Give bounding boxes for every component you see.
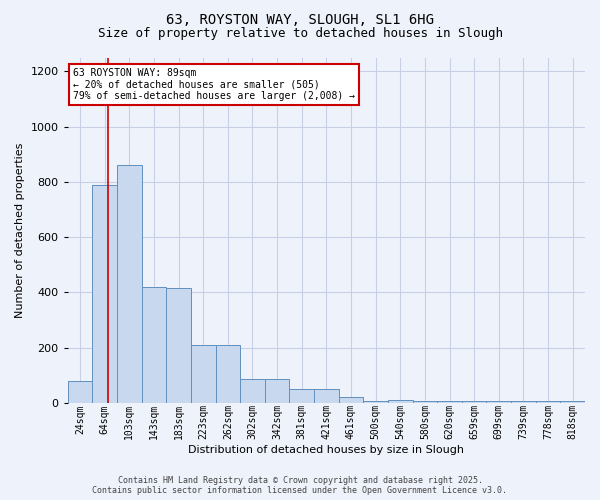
Bar <box>388 400 413 403</box>
Bar <box>68 380 92 403</box>
Bar <box>240 380 265 403</box>
Bar <box>462 402 487 403</box>
Bar <box>314 389 338 403</box>
Bar <box>487 402 511 403</box>
Bar <box>166 288 191 403</box>
Text: 63 ROYSTON WAY: 89sqm
← 20% of detached houses are smaller (505)
79% of semi-det: 63 ROYSTON WAY: 89sqm ← 20% of detached … <box>73 68 355 101</box>
Bar <box>117 165 142 403</box>
Text: Size of property relative to detached houses in Slough: Size of property relative to detached ho… <box>97 28 503 40</box>
Text: Contains HM Land Registry data © Crown copyright and database right 2025.
Contai: Contains HM Land Registry data © Crown c… <box>92 476 508 495</box>
Y-axis label: Number of detached properties: Number of detached properties <box>15 142 25 318</box>
Bar <box>338 398 364 403</box>
Bar <box>142 287 166 403</box>
Text: 63, ROYSTON WAY, SLOUGH, SL1 6HG: 63, ROYSTON WAY, SLOUGH, SL1 6HG <box>166 12 434 26</box>
Bar <box>437 402 462 403</box>
Bar <box>92 184 117 403</box>
X-axis label: Distribution of detached houses by size in Slough: Distribution of detached houses by size … <box>188 445 464 455</box>
Bar <box>364 402 388 403</box>
Bar <box>289 389 314 403</box>
Bar <box>265 380 289 403</box>
Bar <box>560 402 585 403</box>
Bar <box>215 346 240 403</box>
Bar <box>191 345 215 403</box>
Bar <box>511 402 536 403</box>
Bar <box>413 402 437 403</box>
Bar <box>536 402 560 403</box>
